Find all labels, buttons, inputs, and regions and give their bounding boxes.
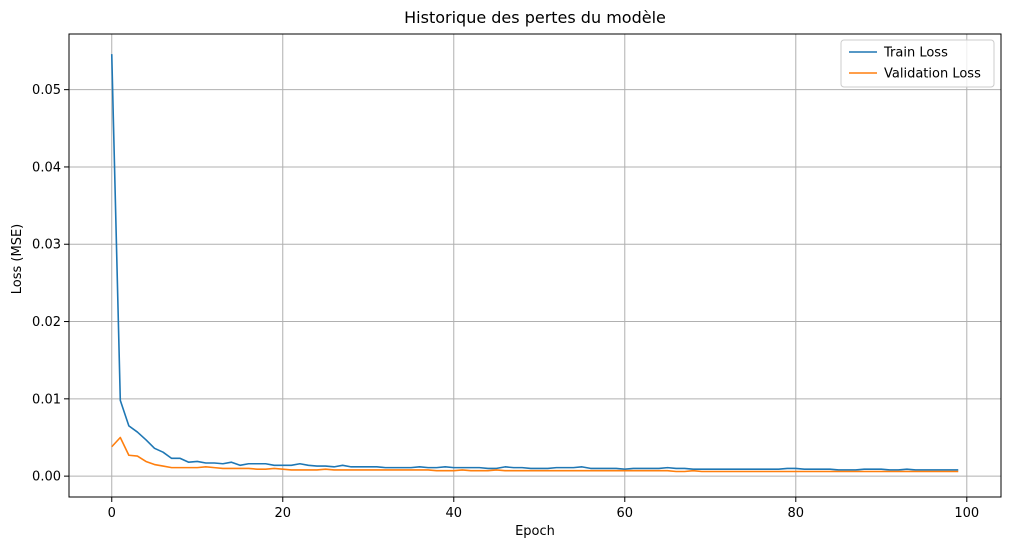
series-line-train-loss bbox=[110, 54, 959, 471]
x-tick-label: 80 bbox=[788, 506, 805, 521]
x-tick-label: 60 bbox=[617, 506, 634, 521]
legend: Train Loss Validation Loss bbox=[840, 39, 995, 88]
x-axis-ticks: 0 20 40 60 80 100 bbox=[108, 497, 979, 521]
series-line-validation-loss bbox=[111, 436, 959, 473]
y-tick-label: 0.02 bbox=[32, 315, 61, 330]
chart-title: Historique des pertes du modèle bbox=[404, 8, 666, 27]
legend-box bbox=[840, 39, 995, 88]
y-tick-label: 0.04 bbox=[32, 160, 61, 175]
legend-label: Train Loss bbox=[883, 46, 948, 61]
y-tick-label: 0.00 bbox=[32, 470, 61, 485]
series-lines bbox=[110, 54, 959, 473]
x-tick-label: 100 bbox=[954, 506, 979, 521]
x-tick-label: 20 bbox=[274, 506, 291, 521]
x-tick-label: 40 bbox=[445, 506, 462, 521]
plot-frame bbox=[68, 33, 1002, 498]
legend-label: Validation Loss bbox=[884, 67, 981, 82]
x-tick-label: 0 bbox=[108, 506, 116, 521]
y-tick-label: 0.05 bbox=[32, 83, 61, 98]
y-tick-label: 0.01 bbox=[32, 392, 61, 407]
grid bbox=[69, 34, 1001, 497]
y-axis-label: Loss (MSE) bbox=[10, 224, 25, 294]
x-axis-label: Epoch bbox=[515, 524, 555, 539]
y-axis-ticks: 0.00 0.01 0.02 0.03 0.04 0.05 bbox=[32, 83, 69, 485]
y-tick-label: 0.03 bbox=[32, 238, 61, 253]
